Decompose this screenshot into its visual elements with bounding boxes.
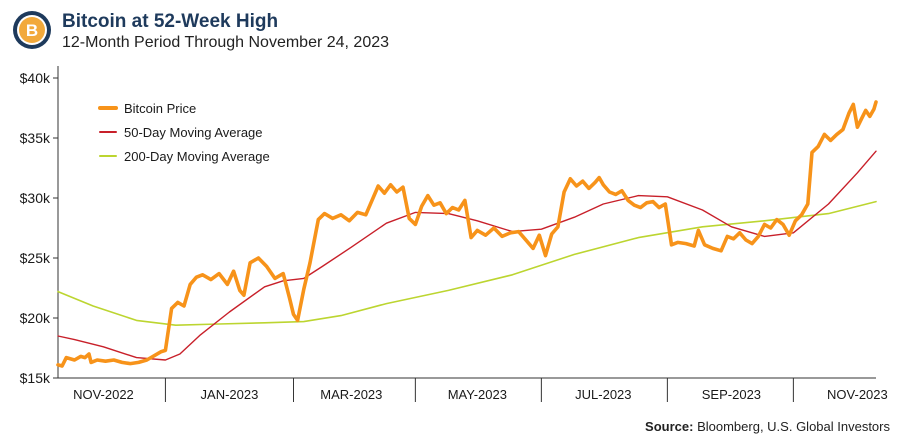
y-tick-label: $20k — [20, 310, 51, 326]
legend-label: 50-Day Moving Average — [124, 125, 263, 140]
x-tick-label: JAN-2023 — [201, 387, 259, 402]
x-tick-label: NOV-2022 — [73, 387, 134, 402]
chart-subtitle: 12-Month Period Through November 24, 202… — [62, 34, 390, 51]
source-note: Source: Bloomberg, U.S. Global Investors — [645, 419, 890, 434]
y-tick-label: $30k — [20, 190, 51, 206]
x-tick-label: MAR-2023 — [320, 387, 382, 402]
y-tick-label: $35k — [20, 130, 51, 146]
source-text: Bloomberg, U.S. Global Investors — [697, 419, 890, 434]
bitcoin-logo-icon: B — [13, 11, 51, 49]
source-label: Source: — [645, 419, 694, 434]
x-tick-label: NOV-2023 — [827, 387, 888, 402]
x-tick-label: SEP-2023 — [702, 387, 761, 402]
legend-label: Bitcoin Price — [124, 101, 196, 116]
chart-header: B Bitcoin at 52-Week High 12-Month Perio… — [12, 10, 389, 53]
bitcoin-price-line — [56, 100, 878, 368]
ma200-line — [57, 200, 877, 326]
x-tick-label: MAY-2023 — [448, 387, 507, 402]
chart-title: Bitcoin at 52-Week High — [62, 11, 279, 32]
y-tick-label: $15k — [20, 370, 51, 386]
ma50-line — [57, 150, 877, 361]
y-tick-label: $25k — [20, 250, 51, 266]
y-tick-label: $40k — [20, 70, 51, 86]
x-tick-label: JUL-2023 — [575, 387, 631, 402]
legend-label: 200-Day Moving Average — [124, 149, 270, 164]
logo-letter: B — [26, 21, 38, 40]
